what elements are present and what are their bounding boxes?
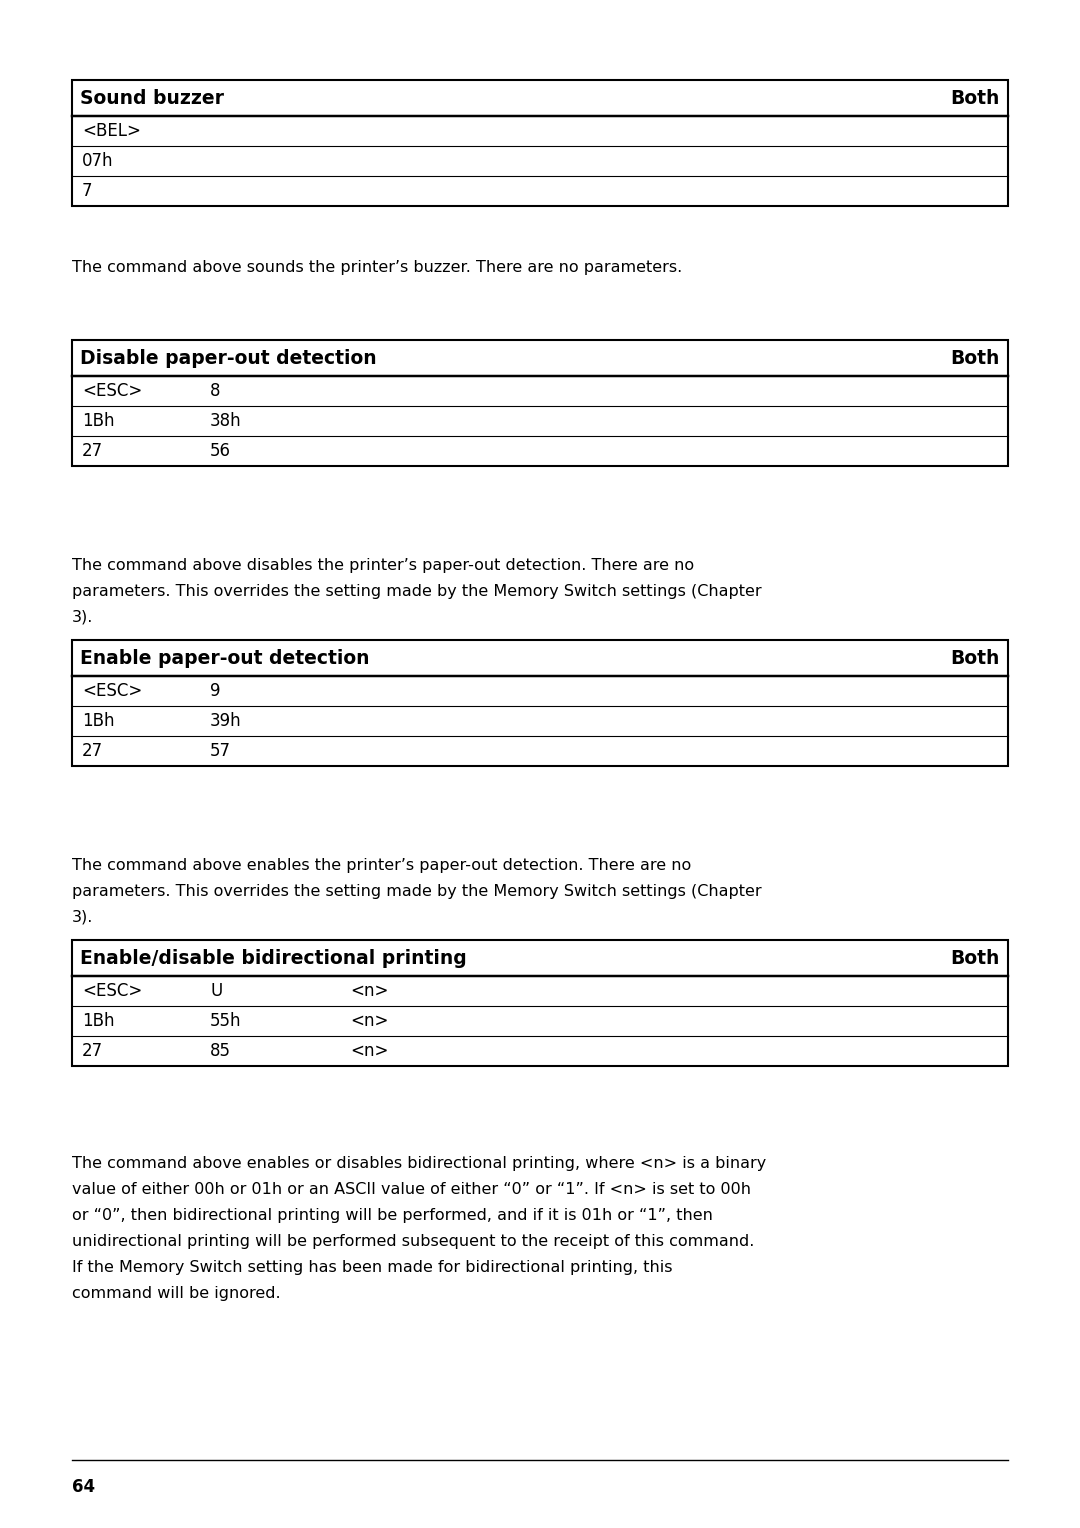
- Text: 7: 7: [82, 182, 93, 200]
- Text: 55h: 55h: [210, 1012, 242, 1030]
- Text: <BEL>: <BEL>: [82, 122, 141, 141]
- Text: 27: 27: [82, 1042, 103, 1060]
- Text: If the Memory Switch setting has been made for bidirectional printing, this: If the Memory Switch setting has been ma…: [72, 1261, 673, 1274]
- Text: 27: 27: [82, 442, 103, 460]
- Text: <n>: <n>: [350, 1042, 389, 1060]
- Text: 1Bh: 1Bh: [82, 712, 114, 730]
- Text: 38h: 38h: [210, 413, 242, 429]
- Text: Enable/disable bidirectional printing: Enable/disable bidirectional printing: [80, 949, 467, 967]
- Text: <ESC>: <ESC>: [82, 382, 143, 400]
- Text: 39h: 39h: [210, 712, 242, 730]
- Text: or “0”, then bidirectional printing will be performed, and if it is 01h or “1”, : or “0”, then bidirectional printing will…: [72, 1209, 713, 1222]
- Bar: [72, 940, 1008, 1067]
- Bar: [72, 640, 1008, 766]
- Text: parameters. This overrides the setting made by the Memory Switch settings (Chapt: parameters. This overrides the setting m…: [72, 885, 761, 898]
- Text: 3).: 3).: [72, 610, 93, 625]
- Text: 56: 56: [210, 442, 231, 460]
- Text: Disable paper-out detection: Disable paper-out detection: [80, 348, 377, 368]
- Text: The command above enables the printer’s paper-out detection. There are no: The command above enables the printer’s …: [72, 859, 691, 872]
- Text: <n>: <n>: [350, 1012, 389, 1030]
- Text: Both: Both: [950, 648, 1000, 668]
- Text: The command above enables or disables bidirectional printing, where <n> is a bin: The command above enables or disables bi…: [72, 1157, 766, 1170]
- Text: Both: Both: [950, 89, 1000, 107]
- Text: Enable paper-out detection: Enable paper-out detection: [80, 648, 369, 668]
- Text: value of either 00h or 01h or an ASCII value of either “0” or “1”. If <n> is set: value of either 00h or 01h or an ASCII v…: [72, 1183, 751, 1196]
- Text: unidirectional printing will be performed subsequent to the receipt of this comm: unidirectional printing will be performe…: [72, 1235, 754, 1248]
- Text: The command above disables the printer’s paper-out detection. There are no: The command above disables the printer’s…: [72, 558, 694, 573]
- Text: Both: Both: [950, 949, 1000, 967]
- Text: 27: 27: [82, 743, 103, 759]
- Text: 85: 85: [210, 1042, 231, 1060]
- Text: 9: 9: [210, 681, 220, 700]
- Text: Both: Both: [950, 348, 1000, 368]
- Text: 8: 8: [210, 382, 220, 400]
- Text: 1Bh: 1Bh: [82, 1012, 114, 1030]
- Text: <ESC>: <ESC>: [82, 983, 143, 999]
- Text: 07h: 07h: [82, 151, 113, 170]
- Text: The command above sounds the printer’s buzzer. There are no parameters.: The command above sounds the printer’s b…: [72, 260, 683, 275]
- Text: 64: 64: [72, 1478, 95, 1496]
- Text: parameters. This overrides the setting made by the Memory Switch settings (Chapt: parameters. This overrides the setting m…: [72, 584, 761, 599]
- Text: 1Bh: 1Bh: [82, 413, 114, 429]
- Text: Sound buzzer: Sound buzzer: [80, 89, 224, 107]
- Text: U: U: [210, 983, 222, 999]
- Text: command will be ignored.: command will be ignored.: [72, 1287, 281, 1300]
- Bar: [72, 341, 1008, 466]
- Text: <n>: <n>: [350, 983, 389, 999]
- Text: 3).: 3).: [72, 911, 93, 924]
- Bar: [72, 79, 1008, 206]
- Text: <ESC>: <ESC>: [82, 681, 143, 700]
- Text: 57: 57: [210, 743, 231, 759]
